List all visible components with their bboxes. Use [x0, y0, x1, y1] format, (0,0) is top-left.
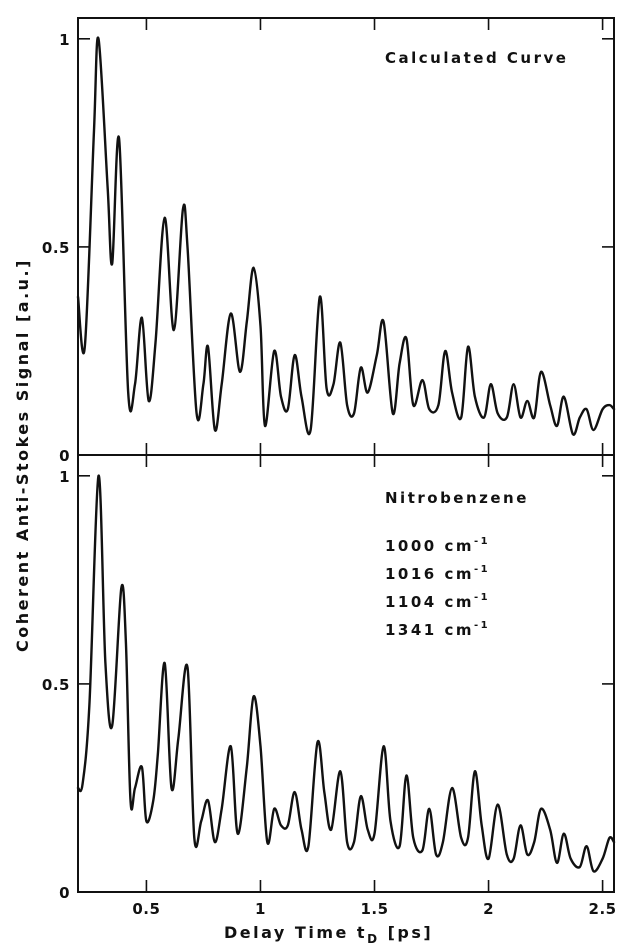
wavenumber-label: 1104 cm-1 [385, 592, 490, 611]
wavenumber-label: 1016 cm-1 [385, 564, 490, 583]
bottom-y-tick-label: 1 [59, 468, 70, 486]
bottom-panel-y-tick-labels: 00.51 [42, 468, 70, 902]
wavenumber-value: 1000 cm [385, 537, 474, 555]
top-panel-annotation: Calculated Curve [385, 49, 568, 67]
bottom-y-tick-label: 0.5 [42, 676, 70, 694]
x-axis-title-unit: [ps] [380, 923, 434, 942]
bottom-y-tick-label: 0 [59, 884, 70, 902]
bottom-panel-frame [77, 454, 615, 893]
bottom-panel-ticks [78, 455, 614, 893]
x-tick-label: 2 [483, 900, 494, 918]
x-tick-label: 1 [255, 900, 266, 918]
x-tick-label: 1.5 [360, 900, 388, 918]
top-y-tick-label: 0.5 [42, 239, 70, 257]
wavenumber-value: 1104 cm [385, 593, 474, 611]
x-axis-title-text: Delay Time t [224, 923, 367, 942]
top-y-tick-label: 1 [59, 31, 70, 49]
wavenumber-value: 1341 cm [385, 621, 474, 639]
top-panel-data-line [76, 36, 616, 436]
wavenumber-value: 1016 cm [385, 565, 474, 583]
wavenumber-label: 1341 cm-1 [385, 620, 490, 639]
x-tick-label: 0.5 [132, 900, 160, 918]
top-panel: 00.51 Calculated Curve [42, 17, 616, 465]
wavenumber-superscript: -1 [474, 620, 490, 631]
top-y-tick-label: 0 [59, 447, 70, 465]
y-axis-title: Coherent Anti-Stokes Signal [a.u.] [13, 258, 32, 652]
wavenumber-superscript: -1 [474, 592, 490, 603]
x-tick-label: 2.5 [589, 900, 617, 918]
bottom-panel-title: Nitrobenzene [385, 489, 529, 507]
x-axis-title-subscript: D [367, 932, 379, 944]
wavenumber-superscript: -1 [474, 536, 490, 547]
x-axis-title: Delay Time tD [ps] [224, 923, 433, 944]
bottom-panel-data-line [76, 474, 616, 873]
wavenumber-label: 1000 cm-1 [385, 536, 490, 555]
wavenumber-superscript: -1 [474, 564, 490, 575]
top-panel-y-tick-labels: 00.51 [42, 31, 70, 465]
x-tick-labels: 0.5 1 1.5 2 2.5 [132, 900, 616, 918]
